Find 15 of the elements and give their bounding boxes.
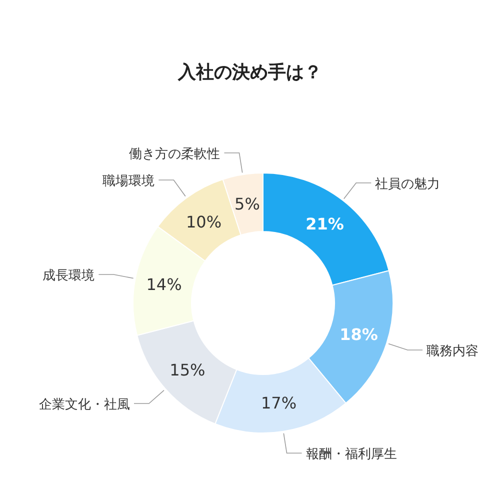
data-label: 10% bbox=[186, 212, 222, 232]
data-label: 17% bbox=[260, 394, 297, 413]
chart-title: 入社の決め手は？ bbox=[177, 62, 322, 83]
slice-label: 社員の魅力 bbox=[375, 176, 440, 192]
data-label: 15% bbox=[170, 360, 206, 380]
slice-label: 成長環境 bbox=[42, 268, 95, 284]
data-label: 21% bbox=[306, 214, 344, 234]
slice-label: 報酬・福利厚生 bbox=[306, 447, 397, 462]
slice-label: 職務内容 bbox=[426, 342, 479, 359]
data-label: 14% bbox=[146, 275, 182, 294]
data-label: 5% bbox=[234, 194, 260, 214]
slice-label: 働き方の柔軟性 bbox=[129, 146, 220, 162]
slice-label: 職場環境 bbox=[102, 173, 155, 190]
slice-label: 企業文化・社風 bbox=[38, 398, 130, 413]
data-label: 18% bbox=[340, 325, 378, 344]
